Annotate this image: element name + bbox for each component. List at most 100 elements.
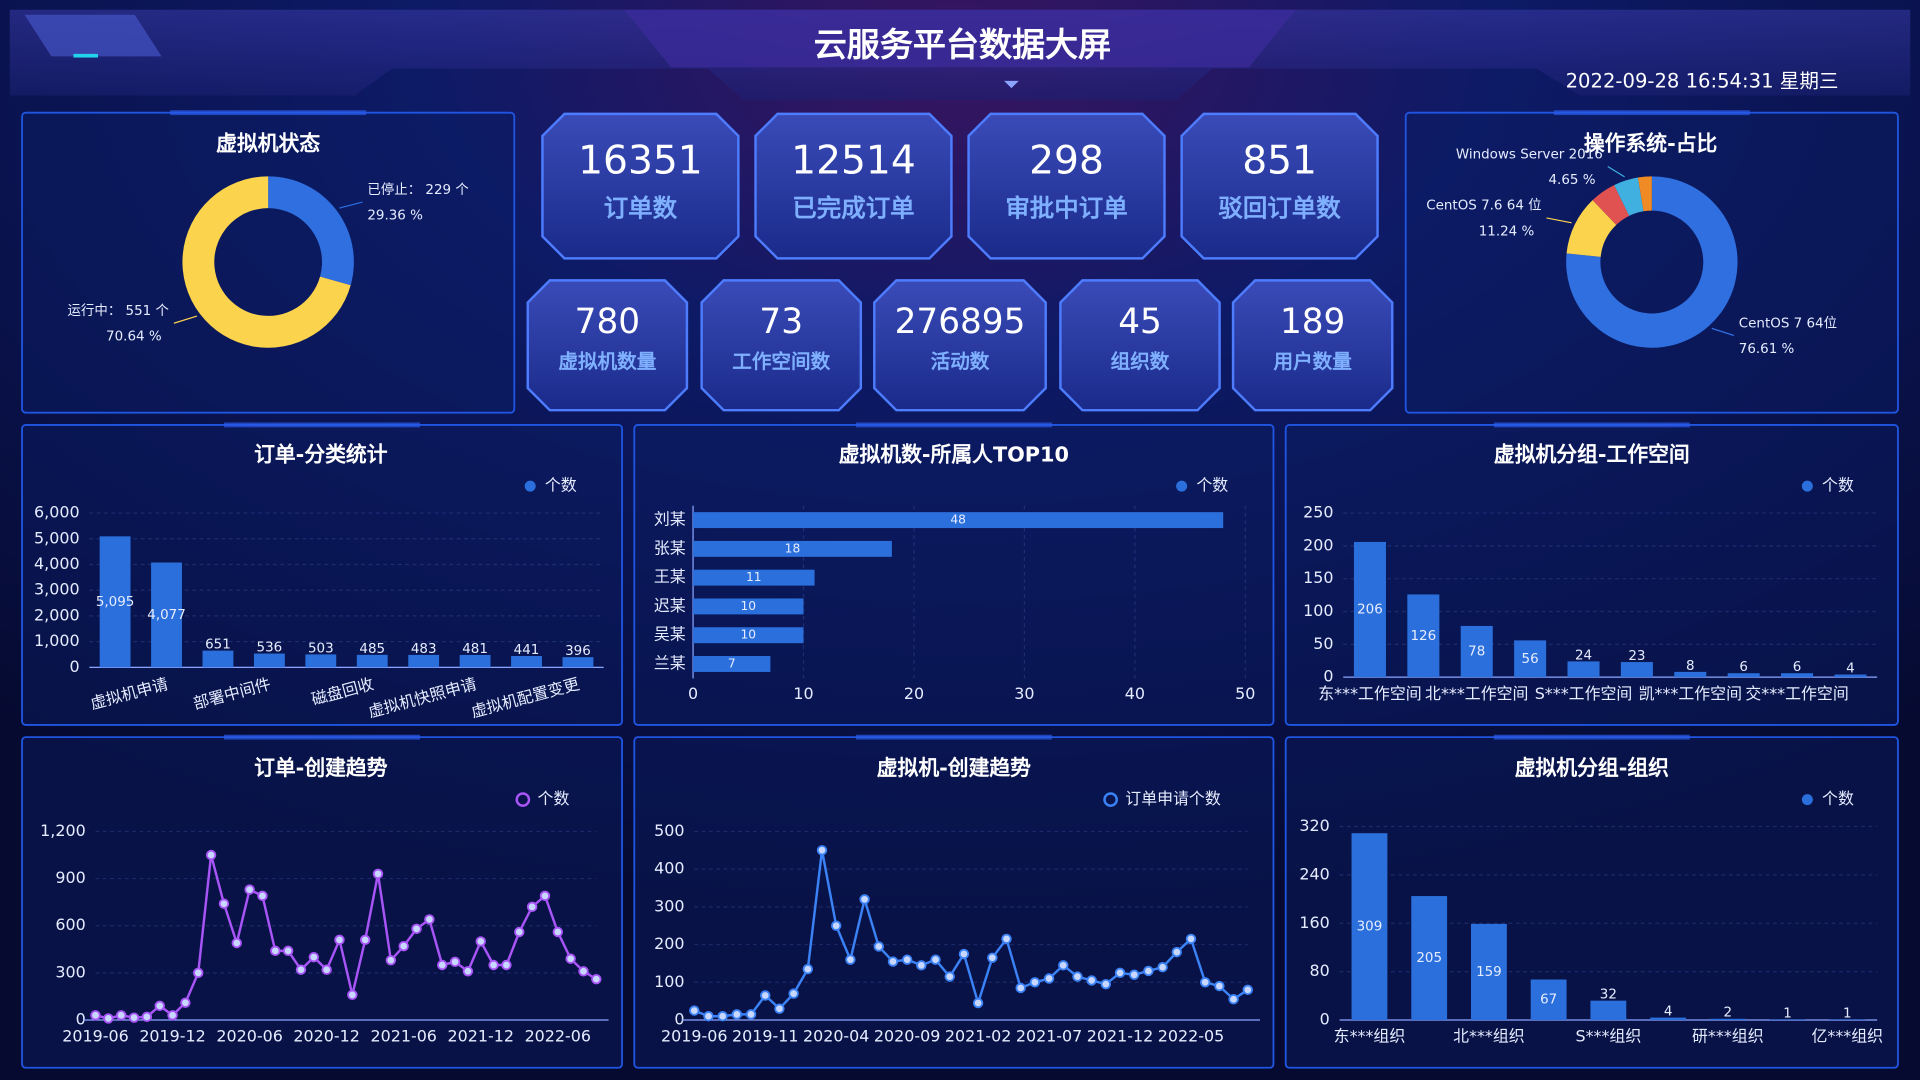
stat-label: 组织数 <box>1111 350 1170 373</box>
bar <box>1834 674 1867 678</box>
bar <box>305 654 337 668</box>
point <box>526 901 538 913</box>
point <box>193 967 204 979</box>
leader-line <box>1546 217 1572 224</box>
bar <box>1351 833 1388 1020</box>
y-tick-label: 吴某 <box>654 625 686 644</box>
stat-card <box>541 112 740 260</box>
bar <box>693 512 1224 529</box>
x-tick-label: 0 <box>688 684 698 703</box>
value-label: 159 <box>1476 965 1502 980</box>
stat-card <box>1231 279 1394 412</box>
point <box>901 954 913 965</box>
stat-label: 活动数 <box>931 350 990 373</box>
point <box>385 955 397 966</box>
pie-percent: 76.61 % <box>1739 342 1795 357</box>
chart-title: 操作系统-占比 <box>1584 131 1717 155</box>
point <box>167 1010 178 1021</box>
y-tick-label: 0 <box>76 1010 86 1029</box>
point <box>887 956 899 967</box>
bar <box>562 657 594 668</box>
point <box>115 1010 127 1021</box>
pie-slice <box>1566 176 1738 348</box>
bar <box>356 654 388 668</box>
y-tick-label: 4,000 <box>34 554 80 573</box>
value-label: 1 <box>1783 1006 1792 1021</box>
pie-percent: 70.64 % <box>106 330 162 345</box>
legend-marker <box>1801 480 1813 492</box>
point <box>308 951 320 963</box>
point <box>717 1011 728 1022</box>
line <box>95 854 597 1020</box>
chart-title: 虚拟机状态 <box>216 131 320 155</box>
y-tick-label: 5,000 <box>34 528 80 547</box>
datetime: 2022-09-28 16:54:31 星期三 <box>1566 70 1839 93</box>
stat-value: 851 <box>1242 138 1317 183</box>
value-label: 4 <box>1664 1004 1673 1019</box>
point <box>1157 961 1168 973</box>
legend-marker <box>524 480 536 492</box>
value-label: 2 <box>1724 1006 1733 1021</box>
bar <box>693 540 892 557</box>
bar <box>693 627 804 644</box>
value-label: 1 <box>1843 1006 1852 1021</box>
legend-marker <box>1103 792 1118 807</box>
value-label: 126 <box>1411 629 1437 644</box>
point <box>218 898 230 909</box>
value-label: 309 <box>1357 920 1383 935</box>
value-label: 481 <box>462 642 488 657</box>
pie-percent: 11.24 % <box>1479 224 1535 239</box>
bar <box>408 654 440 668</box>
y-tick-label: 400 <box>654 859 684 878</box>
bar <box>1769 1019 1806 1020</box>
chart-title: 虚拟机数-所属人TOP10 <box>839 443 1069 467</box>
panel-accent <box>855 734 1052 740</box>
stat-value: 73 <box>759 302 803 342</box>
bar <box>693 569 815 586</box>
bar <box>151 562 182 668</box>
value-label: 24 <box>1575 648 1592 663</box>
bar <box>511 656 542 668</box>
stat-value: 12514 <box>791 138 916 183</box>
chart-title: 订单-分类统计 <box>254 443 388 467</box>
panel-accent <box>224 734 420 740</box>
point <box>591 973 602 985</box>
value-label: 18 <box>785 541 801 555</box>
point <box>321 964 332 975</box>
y-tick-label: 1,000 <box>34 631 80 650</box>
bar <box>1460 625 1493 678</box>
y-tick-label: 迟某 <box>654 596 686 615</box>
bar <box>693 598 804 615</box>
stat-label: 工作空间数 <box>732 350 830 373</box>
x-tick-label: 东***组织 <box>1334 1027 1406 1046</box>
y-tick-label: 0 <box>1320 1010 1330 1029</box>
stat-card <box>967 112 1166 260</box>
stat-card <box>754 112 953 260</box>
leader-line <box>339 201 363 209</box>
bar <box>1590 1000 1627 1020</box>
stat-label: 虚拟机数量 <box>558 350 656 373</box>
value-label: 67 <box>1540 993 1557 1008</box>
legend-label: 个数 <box>538 789 570 808</box>
point <box>90 1010 101 1021</box>
bar <box>1781 673 1814 678</box>
stat-value: 276895 <box>895 302 1026 342</box>
point <box>916 960 927 971</box>
value-label: 6 <box>1793 660 1802 675</box>
point <box>774 1003 785 1014</box>
bar <box>1709 1018 1746 1020</box>
point <box>514 926 525 938</box>
pie-slice <box>268 176 354 286</box>
x-tick-label: 北***组织 <box>1453 1027 1525 1046</box>
leader-line <box>1711 327 1735 337</box>
point <box>788 988 799 999</box>
y-tick-label: 兰某 <box>654 653 686 672</box>
y-tick-label: 2,000 <box>34 605 80 624</box>
point <box>1086 975 1097 986</box>
bar <box>1530 979 1567 1020</box>
x-tick-label: 2020-09 <box>874 1027 940 1046</box>
x-tick-label: 2021-12 <box>1087 1027 1153 1046</box>
y-tick-label: 张某 <box>654 538 686 557</box>
